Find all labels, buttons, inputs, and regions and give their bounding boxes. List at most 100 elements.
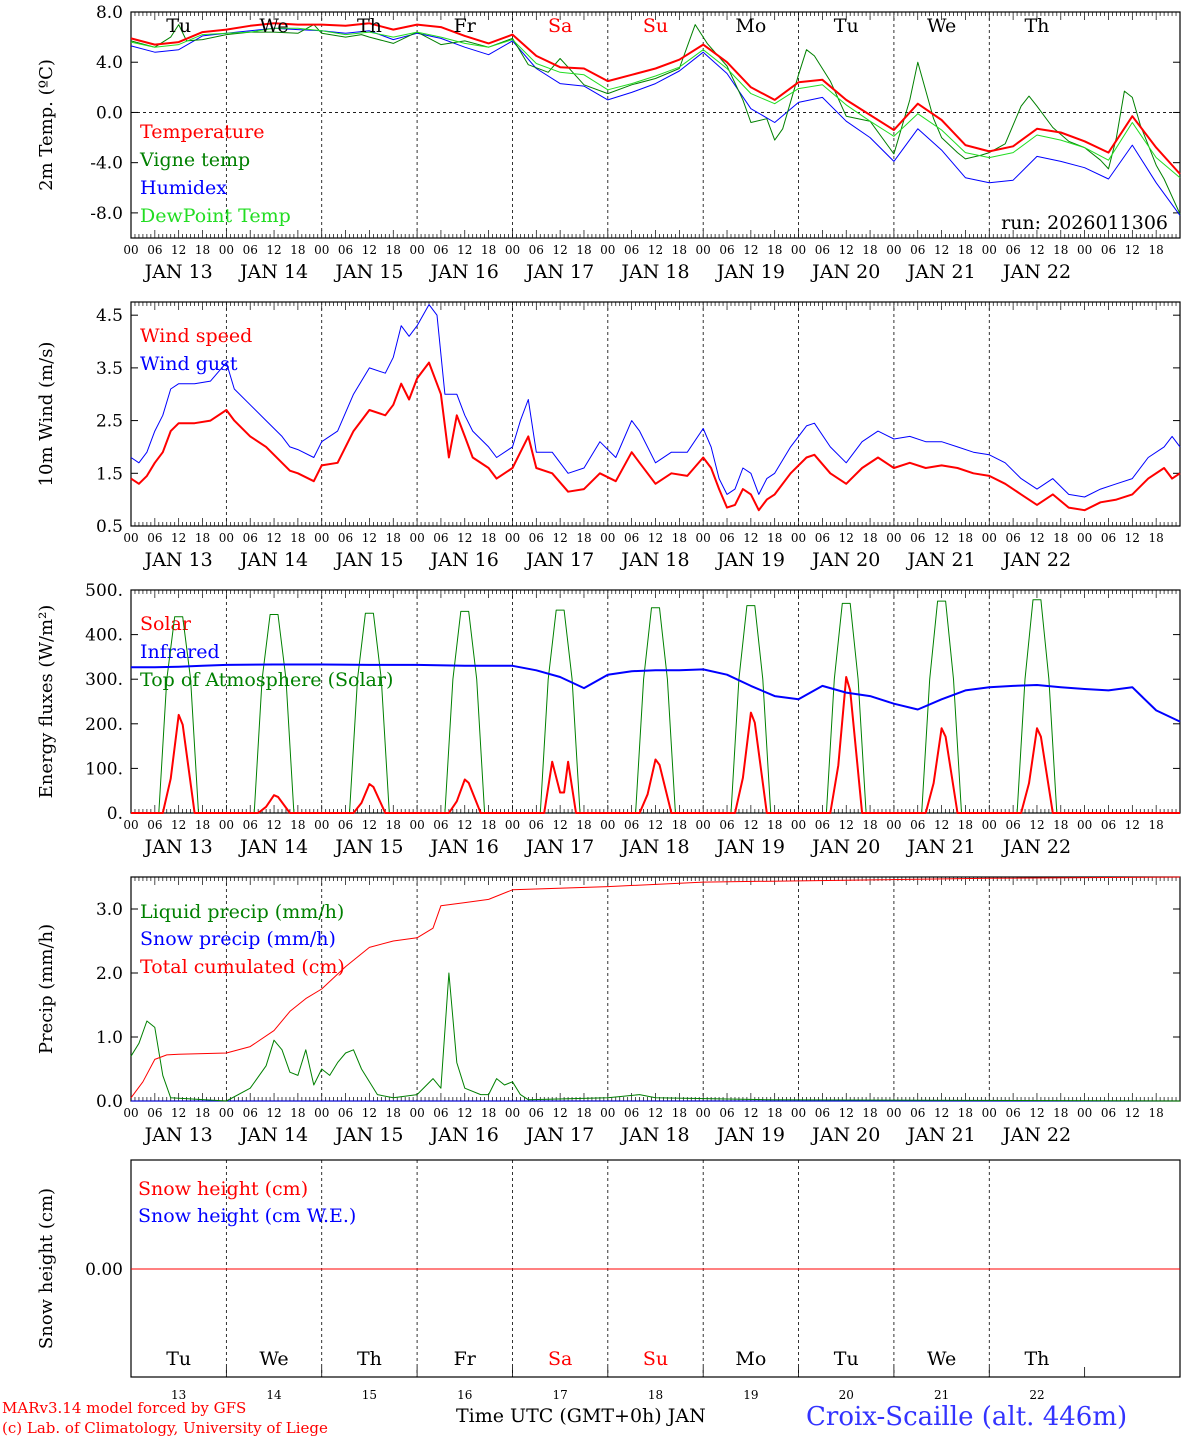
hour-tick-label: 18 <box>481 531 496 545</box>
date-label: JAN 17 <box>524 261 594 283</box>
hour-tick-label: 00 <box>123 1106 138 1120</box>
hour-tick-label: 12 <box>457 818 472 832</box>
hour-tick-label: 00 <box>505 531 520 545</box>
y-tick-label: 100. <box>85 759 123 779</box>
series-line-wind-speed <box>130 361 1181 512</box>
hour-tick-label: 00 <box>600 818 615 832</box>
hour-tick-label: 12 <box>171 818 186 832</box>
hour-tick-label: 12 <box>171 1106 186 1120</box>
date-label: JAN 13 <box>143 1124 213 1146</box>
legend-entry: Wind gust <box>140 353 238 375</box>
y-tick-label: -4.0 <box>90 154 123 174</box>
hour-tick-label: 06 <box>624 243 639 257</box>
date-label: JAN 16 <box>429 261 499 283</box>
hour-tick-label: 18 <box>958 243 973 257</box>
hour-tick-label: 06 <box>147 531 162 545</box>
legend-entry: Liquid precip (mm/h) <box>140 901 344 923</box>
hour-tick-label: 12 <box>171 243 186 257</box>
date-label: JAN 13 <box>143 261 213 283</box>
hour-tick-label: 00 <box>791 531 806 545</box>
hour-tick-label: 12 <box>457 531 472 545</box>
hour-tick-label: 18 <box>767 531 782 545</box>
hour-tick-label: 18 <box>195 243 210 257</box>
hour-tick-label: 12 <box>362 531 377 545</box>
hour-tick-label: 06 <box>910 1106 925 1120</box>
hour-tick-label: 06 <box>1005 243 1020 257</box>
hour-tick-label: 12 <box>743 1106 758 1120</box>
day-name-label: Th <box>1024 1348 1049 1370</box>
hour-tick-label: 00 <box>791 243 806 257</box>
hour-tick-label: 12 <box>1029 818 1044 832</box>
hour-tick-label: 06 <box>1005 818 1020 832</box>
station-title: Croix-Scaille (alt. 446m) <box>806 1402 1128 1432</box>
hour-tick-label: 18 <box>290 243 305 257</box>
hour-tick-label: 18 <box>1149 531 1164 545</box>
day-number-label: 20 <box>839 1388 854 1402</box>
date-label: JAN 18 <box>619 836 689 858</box>
date-label: JAN 15 <box>333 836 403 858</box>
day-number-label: 18 <box>648 1388 663 1402</box>
hour-tick-label: 00 <box>696 243 711 257</box>
legend-entry: Snow height (cm W.E.) <box>138 1205 356 1227</box>
hour-tick-label: 00 <box>791 1106 806 1120</box>
hour-tick-label: 06 <box>1101 1106 1116 1120</box>
date-label: JAN 22 <box>1001 836 1071 858</box>
hour-tick-label: 00 <box>505 1106 520 1120</box>
hour-tick-label: 18 <box>576 243 591 257</box>
hour-tick-label: 12 <box>552 818 567 832</box>
run-label: run: 2026011306 <box>1001 212 1168 234</box>
hour-tick-label: 18 <box>290 818 305 832</box>
hour-tick-label: 00 <box>219 818 234 832</box>
hour-tick-label: 12 <box>552 531 567 545</box>
date-label: JAN 19 <box>715 261 785 283</box>
date-label: JAN 18 <box>619 1124 689 1146</box>
date-label: JAN 17 <box>524 549 594 571</box>
hour-tick-label: 06 <box>624 1106 639 1120</box>
hour-tick-label: 18 <box>958 818 973 832</box>
day-number-label: 17 <box>552 1388 567 1402</box>
hour-tick-label: 00 <box>1077 1106 1092 1120</box>
date-label: JAN 22 <box>1001 261 1071 283</box>
hour-tick-label: 00 <box>505 818 520 832</box>
series-line-infrared <box>131 663 1181 723</box>
hour-tick-label: 00 <box>314 243 329 257</box>
hour-tick-label: 06 <box>243 531 258 545</box>
day-number-label: 19 <box>743 1388 758 1402</box>
hour-tick-label: 06 <box>1101 818 1116 832</box>
hour-tick-label: 00 <box>219 1106 234 1120</box>
hour-tick-label: 18 <box>767 1106 782 1120</box>
hour-tick-label: 00 <box>219 531 234 545</box>
hour-tick-label: 06 <box>719 818 734 832</box>
legend-entry: Wind speed <box>140 325 252 347</box>
y-tick-label: 4.0 <box>96 53 123 73</box>
day-name-label: Mo <box>735 1348 766 1370</box>
y-tick-label: 2.5 <box>96 412 123 432</box>
hour-tick-label: 18 <box>767 818 782 832</box>
model-credit: MARv3.14 model forced by GFS <box>2 1399 247 1417</box>
y-tick-label: 1.5 <box>96 464 123 484</box>
hour-tick-label: 06 <box>243 1106 258 1120</box>
series-line-liquid-precip-mm-h- <box>130 972 1181 1102</box>
hour-tick-label: 18 <box>862 243 877 257</box>
date-label: JAN 22 <box>1001 549 1071 571</box>
plot-frame-energy <box>130 589 1181 814</box>
series-line-humidex <box>130 27 1181 216</box>
hour-tick-label: 12 <box>934 1106 949 1120</box>
y-tick-label: 1.0 <box>96 1028 123 1048</box>
hour-tick-label: 00 <box>982 531 997 545</box>
hour-tick-label: 06 <box>719 1106 734 1120</box>
y-tick-label: 400. <box>85 626 123 646</box>
y-tick-label: 200. <box>85 715 123 735</box>
hour-tick-label: 12 <box>648 531 663 545</box>
hour-tick-label: 18 <box>481 1106 496 1120</box>
series-line-temperature <box>130 22 1181 175</box>
hour-tick-label: 06 <box>433 243 448 257</box>
day-name-label: Sa <box>548 15 572 37</box>
legend-entry: Total cumulated (cm) <box>140 956 345 978</box>
date-label: JAN 16 <box>429 836 499 858</box>
hour-tick-label: 12 <box>648 243 663 257</box>
hour-tick-label: 12 <box>1125 243 1140 257</box>
hour-tick-label: 00 <box>409 818 424 832</box>
hour-tick-label: 00 <box>696 1106 711 1120</box>
hour-tick-label: 00 <box>600 1106 615 1120</box>
